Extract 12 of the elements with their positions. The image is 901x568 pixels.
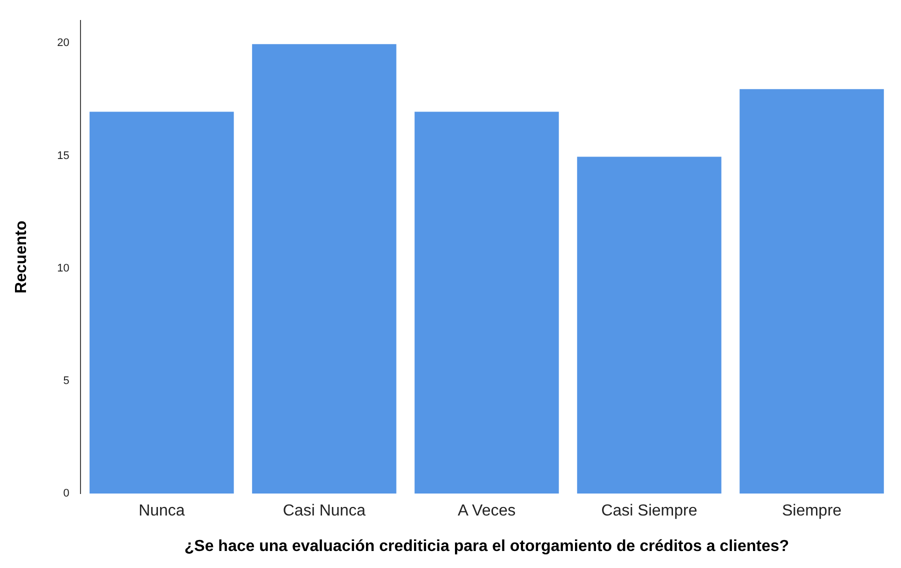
x-axis-title: ¿Se hace una evaluación crediticia para el otorgamiento de créditos a clientes?: [184, 538, 790, 555]
x-tick-label: A Veces: [458, 502, 516, 520]
y-axis-title: Recuento: [13, 220, 30, 294]
y-tick-label: 15: [57, 150, 70, 162]
x-tick-label: Casi Nunca: [282, 502, 366, 520]
y-tick-label: 20: [57, 37, 70, 50]
y-tick-label: 0: [63, 488, 70, 500]
y-tick-label: 5: [63, 375, 70, 388]
x-tick-label: Nunca: [138, 502, 185, 520]
x-tick-label: Casi Siempre: [601, 502, 698, 520]
x-tick-label: Siempre: [782, 502, 842, 520]
y-tick-label: 10: [57, 262, 70, 274]
